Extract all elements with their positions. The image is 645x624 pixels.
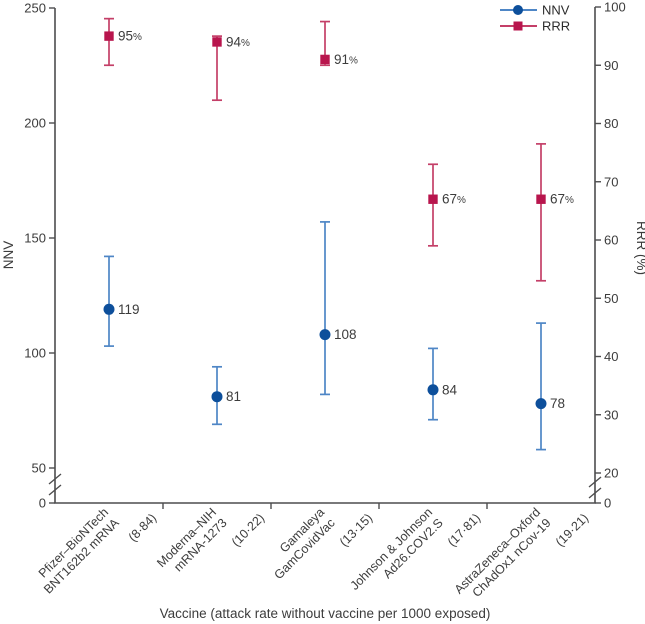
left-axis-break (48, 473, 62, 485)
right-tick-label: 100 (604, 0, 626, 15)
left-tick-label: 200 (24, 116, 46, 131)
attack-rate-label: (13·15) (337, 511, 375, 549)
rrr-value-label: 95% (118, 29, 142, 44)
right-tick-label: 70 (604, 174, 618, 189)
rrr-value-label: 67% (550, 192, 574, 207)
left-tick-label: 50 (32, 461, 46, 476)
right-tick-label: 40 (604, 349, 618, 364)
legend-label-nnv: NNV (542, 3, 570, 18)
nnv-data-point (535, 398, 547, 410)
nnv-data-point (211, 391, 223, 403)
right-tick-label: 80 (604, 116, 618, 131)
nnv-data-point (319, 329, 331, 341)
left-tick-label: 100 (24, 346, 46, 361)
left-tick-label: 250 (24, 1, 46, 16)
right-tick-label: 60 (604, 233, 618, 248)
left-axis-break (48, 484, 62, 496)
attack-rate-label: (17·81) (445, 511, 483, 549)
x-axis-title: Vaccine (attack rate without vaccine per… (160, 606, 491, 621)
left-tick-label: 150 (24, 231, 46, 246)
nnv-value-label: 81 (226, 389, 241, 404)
rrr-data-point (104, 31, 114, 41)
right-tick-label: 50 (604, 291, 618, 306)
rrr-data-point (212, 37, 222, 47)
rrr-data-point (320, 54, 330, 65)
nnv-data-point (103, 303, 115, 315)
legend-marker-rrr (513, 21, 523, 31)
attack-rate-label: (8·84) (126, 511, 159, 544)
rrr-value-label: 94% (226, 34, 250, 49)
legend-marker-nnv (513, 5, 523, 15)
nnv-value-label: 119 (118, 302, 140, 317)
right-tick-label-zero: 0 (604, 496, 611, 511)
left-tick-label-zero: 0 (39, 496, 46, 511)
rrr-data-point (536, 194, 546, 204)
right-axis-break (588, 476, 602, 488)
right-tick-label: 30 (604, 407, 618, 422)
right-axis-break (588, 487, 602, 499)
legend-label-rrr: RRR (542, 19, 570, 34)
right-axis-title: RRR (%) (634, 221, 645, 275)
left-axis-title: NNV (1, 241, 16, 270)
rrr-value-label: 91% (334, 52, 358, 67)
nnv-value-label: 108 (334, 327, 357, 342)
nnv-value-label: 78 (550, 396, 565, 411)
nnv-value-label: 84 (442, 382, 458, 397)
rrr-data-point (428, 194, 438, 204)
attack-rate-label: (19·21) (553, 511, 591, 549)
nnv-data-point (427, 384, 439, 396)
right-tick-label: 20 (604, 466, 618, 481)
rrr-value-label: 67% (442, 192, 466, 207)
attack-rate-label: (10·22) (229, 511, 267, 549)
right-tick-label: 90 (604, 58, 618, 73)
